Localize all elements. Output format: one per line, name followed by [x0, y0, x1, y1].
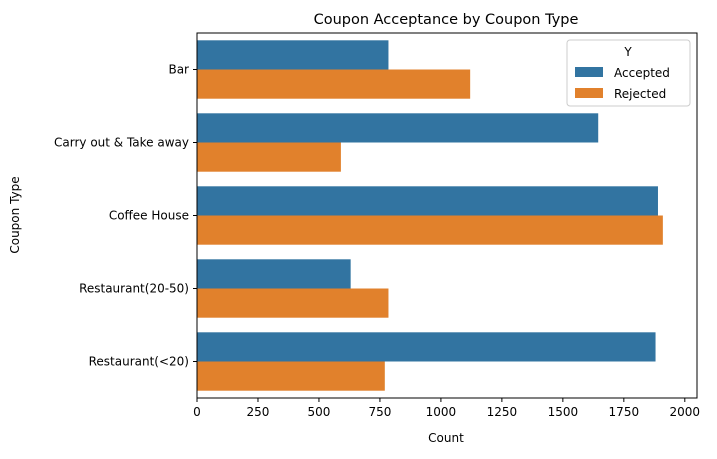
x-axis: 0 250 500 750 1000 1250 1500 1750 2000 [193, 398, 700, 419]
x-tick-label-1500: 1500 [548, 405, 579, 419]
x-tick-label-1250: 1250 [487, 405, 518, 419]
legend-title: Y [623, 45, 632, 59]
legend-swatch-rejected [575, 88, 603, 98]
y-axis-title: Coupon Type [8, 176, 22, 253]
legend-label-accepted: Accepted [614, 66, 670, 80]
bar-coffee-house-accepted [197, 186, 658, 216]
x-tick-label-0: 0 [193, 405, 201, 419]
legend: Y Accepted Rejected [566, 39, 691, 107]
bars-layer [197, 40, 663, 391]
bar-restaurant-20-50-rejected [197, 288, 389, 318]
bar-bar-rejected [197, 69, 471, 99]
bar-coffee-house-rejected [197, 215, 663, 245]
x-tick-label-2000: 2000 [670, 405, 701, 419]
x-tick-label-1000: 1000 [426, 405, 457, 419]
y-tick-label-carry-out-take-away: Carry out & Take away [54, 136, 189, 150]
bar-carry-out-take-away-rejected [197, 142, 341, 172]
x-tick-label-750: 750 [368, 405, 391, 419]
bar-restaurant-20-accepted [197, 332, 656, 362]
y-tick-label-restaurant-20: Restaurant(<20) [89, 355, 189, 369]
legend-label-rejected: Rejected [614, 87, 666, 101]
chart-title: Coupon Acceptance by Coupon Type [314, 12, 579, 28]
bar-restaurant-20-50-accepted [197, 259, 351, 289]
y-tick-label-coffee-house: Coffee House [109, 209, 189, 223]
y-tick-label-bar: Bar [168, 63, 189, 77]
bar-bar-accepted [197, 40, 389, 70]
legend-swatch-accepted [575, 67, 603, 77]
x-tick-label-500: 500 [307, 405, 330, 419]
y-axis: Bar Carry out & Take away Coffee House Rest… [54, 63, 197, 369]
x-tick-label-250: 250 [247, 405, 270, 419]
y-tick-label-restaurant-20-50: Restaurant(20-50) [79, 282, 189, 296]
bar-carry-out-take-away-accepted [197, 113, 599, 143]
bar-restaurant-20-rejected [197, 361, 385, 391]
x-axis-title: Count [428, 431, 464, 445]
x-tick-label-1750: 1750 [609, 405, 640, 419]
